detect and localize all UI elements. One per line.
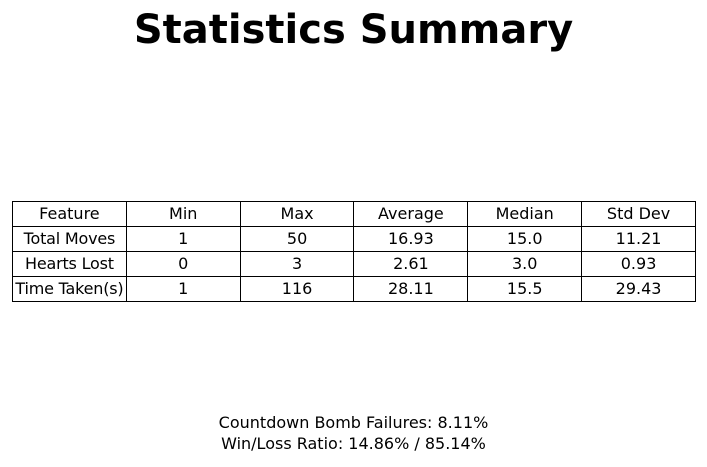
- table-header-cell: Median: [467, 201, 583, 227]
- table-cell: 16.93: [353, 226, 469, 252]
- table-cell: 116: [239, 276, 355, 302]
- table-cell: 1: [125, 276, 241, 302]
- table-cell: 15.5: [467, 276, 583, 302]
- table-cell: 15.0: [467, 226, 583, 252]
- table-cell: 3.0: [467, 251, 583, 277]
- table-row: Total Moves 1 50 16.93 15.0 11.21: [12, 226, 696, 252]
- table-cell: 2.61: [353, 251, 469, 277]
- footer-notes: Countdown Bomb Failures: 8.11% Win/Loss …: [0, 412, 707, 454]
- table-row: Time Taken(s) 1 116 28.11 15.5 29.43: [12, 276, 696, 302]
- table-cell: 28.11: [353, 276, 469, 302]
- table-header-cell: Feature: [12, 201, 127, 227]
- table-cell: 1: [125, 226, 241, 252]
- stats-table-body: Feature Min Max Average Median Std Dev Total M…: [12, 201, 696, 302]
- table-cell: 11.21: [581, 226, 696, 252]
- table-header-cell: Average: [353, 201, 469, 227]
- table-row-label: Total Moves: [12, 226, 127, 252]
- table-row: Hearts Lost 0 3 2.61 3.0 0.93: [12, 251, 696, 277]
- table-row-label: Time Taken(s): [12, 276, 127, 302]
- page-title: Statistics Summary: [133, 7, 574, 53]
- table-header-cell: Std Dev: [581, 201, 696, 227]
- table-cell: 50: [239, 226, 355, 252]
- countdown-bomb-failures: Countdown Bomb Failures: 8.11%: [218, 413, 489, 432]
- table-header-cell: Max: [239, 201, 355, 227]
- win-loss-ratio: Win/Loss Ratio: 14.86% / 85.14%: [221, 434, 486, 453]
- stats-table: Feature Min Max Average Median Std Dev Total M…: [12, 201, 696, 302]
- table-header-cell: Min: [125, 201, 241, 227]
- table-header-row: Feature Min Max Average Median Std Dev: [12, 201, 696, 227]
- table-cell: 29.43: [581, 276, 696, 302]
- table-cell: 0: [125, 251, 241, 277]
- table-row-label: Hearts Lost: [12, 251, 127, 277]
- table-cell: 0.93: [581, 251, 696, 277]
- table-cell: 3: [239, 251, 355, 277]
